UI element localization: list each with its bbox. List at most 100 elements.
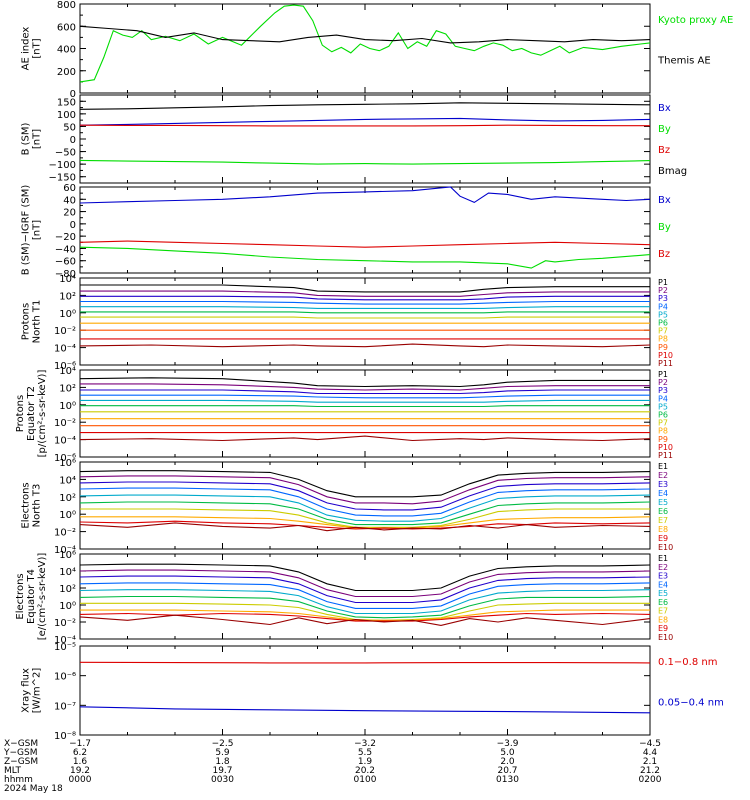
y-tick-label: 200 bbox=[57, 67, 76, 78]
y-axis-label-line: Xray flux bbox=[21, 668, 32, 713]
y-axis-label: ElectronsNorth T3 bbox=[21, 482, 43, 528]
panel-frame-5 bbox=[79, 369, 651, 458]
x-axis-row-value: −4.5 bbox=[639, 739, 661, 749]
x-axis-row-value: −1.7 bbox=[69, 739, 91, 749]
legend-entry: E10 bbox=[658, 543, 673, 552]
legend-entry: E1 bbox=[658, 462, 668, 471]
x-axis-row-value: 20.7 bbox=[497, 766, 517, 776]
x-axis-row-value: 0000 bbox=[69, 775, 92, 785]
legend-entry: E5 bbox=[658, 498, 668, 507]
legend-entry: P10 bbox=[658, 443, 673, 452]
legend-entry: Bz bbox=[658, 145, 670, 156]
series-line-e10 bbox=[79, 522, 651, 532]
series-line-e9 bbox=[79, 612, 651, 622]
legend-entry: E4 bbox=[658, 580, 668, 589]
y-tick-label: 20 bbox=[63, 208, 76, 219]
legend-entry: P2 bbox=[658, 286, 668, 295]
y-axis-label: Xray flux[W/m^2] bbox=[21, 668, 43, 714]
series-line-bx bbox=[79, 186, 651, 204]
y-axis-label-line: Protons bbox=[15, 395, 26, 432]
legend-entry: P9 bbox=[658, 343, 668, 352]
series-line-e5 bbox=[79, 494, 651, 522]
legend-entry: E1 bbox=[658, 554, 668, 563]
y-tick-label: −60 bbox=[55, 257, 76, 268]
y-axis-label-line: [e/(cm²-s-sr-keV)] bbox=[37, 553, 48, 641]
legend-entry: Bx bbox=[658, 103, 671, 114]
series-line-0-1-0-8-nm bbox=[79, 661, 651, 664]
legend-entry: E9 bbox=[658, 534, 668, 543]
y-tick-label: 10⁰ bbox=[59, 601, 76, 612]
panel-frame-3 bbox=[79, 186, 651, 274]
series-line-by bbox=[79, 159, 651, 165]
x-axis-row-label: Z−GSM bbox=[4, 757, 38, 767]
x-axis-row-value: 21.2 bbox=[640, 766, 660, 776]
legend-entry: P11 bbox=[658, 359, 673, 368]
y-tick-label: 60 bbox=[63, 183, 76, 194]
panel-frame-6 bbox=[79, 461, 651, 550]
series-line-p11 bbox=[79, 343, 651, 348]
series-line-p4 bbox=[80, 394, 650, 399]
legend-entry: P11 bbox=[658, 451, 673, 460]
x-axis-row-label: MLT bbox=[4, 766, 22, 776]
y-tick-label: −50 bbox=[55, 148, 76, 159]
y-tick-label: 10⁰ bbox=[59, 510, 76, 521]
legend-entry: E8 bbox=[658, 525, 668, 534]
y-tick-label: 10⁻⁶ bbox=[54, 453, 76, 464]
y-tick-label: −100 bbox=[49, 160, 76, 171]
y-tick-label: 10⁴ bbox=[59, 274, 76, 285]
y-axis-label-line: [nT] bbox=[32, 220, 43, 240]
series-line-p1 bbox=[80, 284, 650, 293]
legend-entry: P3 bbox=[658, 386, 668, 395]
y-tick-label: 10⁻⁴ bbox=[54, 635, 76, 646]
y-tick-label: 100 bbox=[57, 110, 76, 121]
series-line-p7 bbox=[80, 316, 650, 319]
series-line-p11 bbox=[79, 435, 651, 442]
x-axis-row-label: Y−GSM bbox=[3, 748, 38, 758]
y-axis-label-line: AE index bbox=[21, 27, 32, 71]
series-line-e10 bbox=[79, 614, 651, 626]
x-axis-row-value: 2.0 bbox=[500, 757, 515, 767]
y-axis-label-line: [W/m^2] bbox=[32, 668, 43, 714]
x-axis-row-value: −3.9 bbox=[497, 739, 519, 749]
y-axis-label-line: B (SM) bbox=[21, 122, 32, 155]
y-tick-label: 10⁻⁷ bbox=[54, 701, 76, 712]
series-line-e3 bbox=[79, 481, 651, 511]
series-line-e6 bbox=[79, 595, 651, 619]
legend-entry: E9 bbox=[658, 624, 668, 633]
legend-entry: E3 bbox=[658, 572, 668, 581]
y-tick-label: −20 bbox=[55, 232, 76, 243]
series-line-bz bbox=[79, 240, 651, 248]
y-axis-label: ProtonsEquator T2[p/(cm²-s-sr-keV)] bbox=[15, 370, 48, 458]
y-tick-label: 10⁻² bbox=[54, 528, 76, 539]
legend-entry: By bbox=[658, 222, 671, 233]
y-tick-label: 10⁻⁴ bbox=[54, 436, 76, 447]
legend-entry: P10 bbox=[658, 351, 673, 360]
series-line-e2 bbox=[79, 569, 651, 598]
x-axis-row-value: 0030 bbox=[211, 775, 234, 785]
legend-entry: E7 bbox=[658, 516, 668, 525]
series-line-e8 bbox=[80, 609, 650, 621]
y-tick-label: 10⁴ bbox=[59, 567, 76, 578]
y-tick-label: 50 bbox=[63, 122, 76, 133]
series-line-p3 bbox=[80, 295, 650, 301]
y-axis-label-line: [nT] bbox=[32, 129, 43, 149]
y-tick-label: 10² bbox=[59, 584, 76, 595]
series-line-bmag bbox=[79, 102, 651, 110]
y-tick-label: 400 bbox=[57, 45, 76, 56]
y-tick-label: 10² bbox=[59, 383, 76, 394]
series-line-e4 bbox=[79, 582, 651, 609]
series-line-p4 bbox=[80, 300, 650, 305]
x-axis-row-value: 0100 bbox=[354, 775, 377, 785]
x-axis-row-value: 19.7 bbox=[212, 766, 232, 776]
series-line-e5 bbox=[79, 589, 651, 615]
y-axis-label-line: Protons bbox=[21, 303, 32, 340]
legend-entry: P9 bbox=[658, 435, 668, 444]
panel-frame-1 bbox=[79, 3, 651, 94]
y-tick-label: 10⁻⁴ bbox=[54, 344, 76, 355]
legend-entry: E8 bbox=[658, 615, 668, 624]
legend-entry: P7 bbox=[658, 327, 668, 336]
y-tick-label: 10⁻² bbox=[54, 326, 76, 337]
series-line-e7 bbox=[80, 508, 650, 528]
series-line-0-05-0-4-nm bbox=[79, 706, 651, 714]
y-tick-label: 10⁻⁸ bbox=[54, 731, 76, 742]
